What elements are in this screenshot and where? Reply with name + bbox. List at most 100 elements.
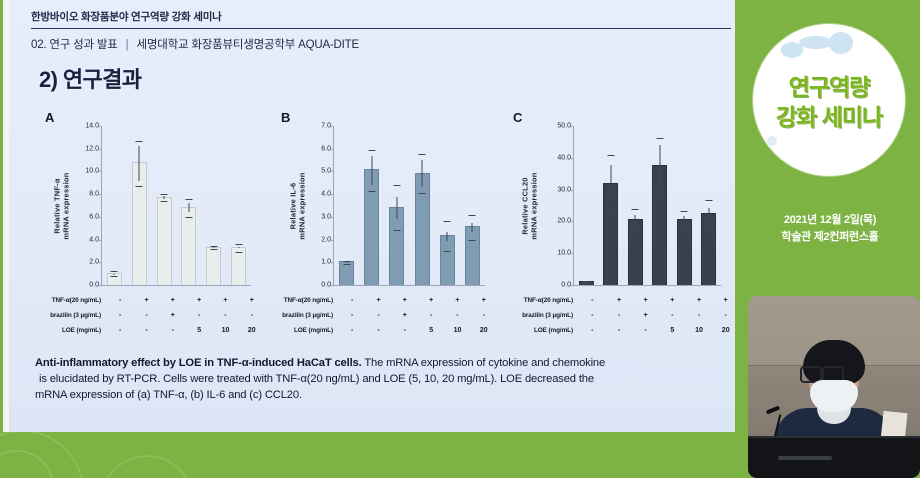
condition-label: brazilin (3 µg/mL) [50, 312, 101, 319]
decor-blob-icon [829, 32, 853, 54]
condition-values: - - + - - - [107, 312, 265, 319]
error-bar [610, 165, 612, 203]
error-bar-cap [393, 230, 401, 232]
bar [603, 154, 619, 285]
bar [131, 140, 147, 285]
presentation-slide: 한방바이오 화장품분야 연구역량 강화 세미나 02. 연구 성과 발표 | 세… [3, 0, 735, 432]
y-axis-label-c: Relative CCL20 mRNA expression [517, 126, 543, 286]
condition-cell: + [144, 297, 149, 304]
condition-row: TNF-α(20 ng/mL) - + + + + + [35, 293, 265, 308]
condition-values: - - + - - - [339, 312, 497, 319]
condition-cell: - [724, 312, 727, 319]
bar-item [648, 126, 673, 285]
condition-cell: + [223, 297, 228, 304]
error-bar-cap [135, 140, 143, 142]
bar-item [697, 126, 722, 285]
error-bar-cap [235, 251, 243, 253]
bar [414, 154, 430, 285]
y-tick-label: 6.0 [321, 145, 331, 153]
condition-label: TNF-α(20 ng/mL) [283, 297, 333, 304]
y-tick-label: 8.0 [89, 190, 99, 198]
condition-row: TNF-α(20 ng/mL) - + + + + + [267, 293, 497, 308]
error-bar-cap [680, 229, 688, 231]
condition-row: LOE (mg/mL) - - - 5 10 20 [267, 323, 497, 338]
y-tick-label: 30.0 [557, 186, 571, 194]
error-bar-cap [705, 200, 713, 202]
condition-cell: + [249, 297, 254, 304]
condition-cell: - [429, 312, 433, 319]
y-tick-label: 2.0 [321, 236, 331, 244]
page-title: 2) 연구결과 [39, 67, 142, 92]
y-tick-label: 0.0 [89, 281, 99, 289]
seminar-title: 한방바이오 화장품분야 연구역량 강화 세미나 [31, 11, 222, 23]
y-tick-mark [571, 189, 574, 191]
bar [106, 271, 122, 285]
y-tick-mark [571, 126, 574, 127]
condition-cell: + [643, 312, 648, 319]
y-tick-label: 0.0 [321, 281, 331, 289]
error-bar [708, 208, 710, 221]
y-tick-label: 3.0 [321, 213, 331, 221]
condition-values: - + + + + + [579, 297, 739, 304]
bar-item [599, 126, 624, 285]
y-tick-mark [331, 148, 334, 150]
decor-blob-icon [767, 136, 777, 146]
y-tick-label: 5.0 [321, 167, 331, 175]
bar-item [226, 126, 251, 285]
condition-cell: 10 [695, 327, 703, 334]
y-tick-mark [331, 216, 334, 218]
bar-item [574, 126, 599, 285]
y-tick-mark [331, 239, 334, 241]
condition-cell: - [644, 327, 647, 334]
error-bar-cap [343, 260, 351, 262]
condition-table-b: TNF-α(20 ng/mL) - + + + + + brazilin (3 µg/mL) -… [263, 293, 497, 338]
bar [389, 185, 405, 285]
condition-cell: 5 [197, 327, 202, 334]
error-bar-cap [368, 190, 376, 192]
condition-cell: 20 [247, 327, 256, 334]
error-bar-cap [160, 194, 168, 196]
condition-cell: 5 [670, 327, 675, 334]
y-axis-label-b: Relative IL-6 mRNA expression [285, 126, 311, 286]
error-bar-cap [135, 186, 143, 188]
condition-cell: - [118, 312, 122, 319]
condition-cell: 10 [221, 327, 230, 334]
y-tick-label: 20.0 [557, 217, 571, 225]
error-bar-cap [235, 243, 243, 245]
condition-cell: - [591, 312, 594, 319]
condition-cell: - [171, 327, 174, 334]
bar-series-c [574, 126, 721, 285]
y-tick-mark [99, 194, 102, 196]
bar [439, 221, 455, 285]
condition-label: LOE (mg/mL) [533, 327, 573, 334]
bar [364, 149, 380, 285]
bar [156, 194, 172, 285]
plot-area-a: 14.0 12.0 10.0 8.0 6.0 4.0 2.0 0.0 [85, 123, 251, 289]
y-tick-mark [99, 216, 102, 218]
condition-values: - - - 5 10 20 [579, 327, 739, 334]
condition-values: - - - 5 10 20 [107, 327, 265, 334]
condition-label: TNF-α(20 ng/mL) [523, 297, 573, 304]
bar-item [359, 126, 384, 285]
condition-values: - + + + + + [107, 297, 265, 304]
presenter-video-thumbnail[interactable] [748, 296, 920, 478]
condition-cell: - [377, 312, 380, 319]
y-tick-label: 7.0 [321, 122, 331, 130]
bar-series-a [102, 126, 251, 285]
condition-cell: - [377, 327, 380, 334]
error-bar [446, 231, 448, 241]
condition-cell: - [403, 327, 406, 334]
badge-line1: 연구역량 [788, 74, 871, 100]
panel-letter-c: C [513, 110, 523, 125]
condition-table-a: TNF-α(20 ng/mL) - + + + + + brazilin (3 µg/mL) -… [27, 293, 265, 338]
slide-header: 한방바이오 화장품분야 연구역량 강화 세미나 02. 연구 성과 발표 | 세… [31, 9, 731, 52]
podium-panel [778, 456, 832, 460]
condition-row: LOE (mg/mL) - - - 5 10 20 [507, 323, 739, 338]
error-bar-cap [582, 280, 590, 282]
y-tick-mark [331, 194, 334, 196]
error-bar-cap [185, 216, 193, 218]
condition-cell: - [350, 327, 354, 334]
y-tick-mark [331, 285, 334, 286]
bar [676, 210, 692, 285]
